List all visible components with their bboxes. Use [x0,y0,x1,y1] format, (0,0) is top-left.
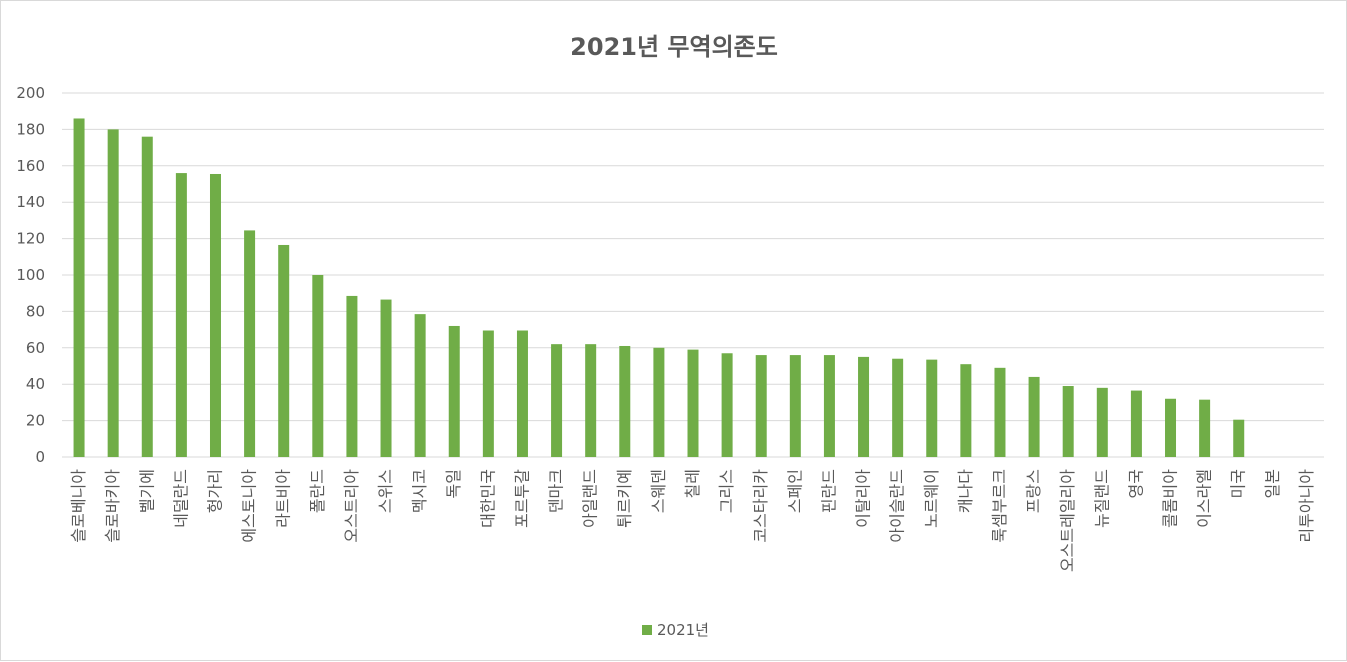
bar [1062,386,1074,457]
bar [721,353,733,457]
y-tick-label: 160 [16,157,45,175]
bar [1233,419,1245,457]
bar [209,173,221,458]
bar [107,129,119,457]
x-category-label: 덴마크 [547,469,566,513]
bar-series [73,118,1245,458]
x-category-label: 에스토니아 [240,469,259,543]
x-category-label: 코스타리카 [751,469,770,543]
bar [789,355,801,457]
bar [141,136,153,457]
x-category-label: 이스라엘 [1195,469,1214,528]
x-category-label: 룩셈부르크 [990,469,1009,543]
x-category-label: 프랑스 [1024,469,1043,513]
y-tick-label: 100 [16,266,45,284]
bar [1199,399,1211,457]
bar [175,173,187,457]
bar [346,295,358,457]
x-category-label: 포르투갈 [512,469,531,528]
y-tick-label: 140 [16,193,45,211]
x-category-label: 아이슬란드 [888,469,907,543]
x-category-label: 스웨덴 [649,469,668,513]
x-category-label: 독일 [444,469,463,498]
x-category-label: 벨기에 [137,469,156,513]
bar [926,359,938,457]
legend: 2021년 [642,621,709,639]
x-category-label: 멕시코 [410,469,429,513]
legend-swatch [642,625,652,635]
bar [244,230,256,457]
bar [823,355,835,457]
x-category-label: 오스트리아 [342,469,361,543]
y-tick-label: 20 [26,412,45,430]
legend-label: 2021년 [657,621,709,639]
y-tick-label: 60 [26,339,45,357]
bar [585,344,597,457]
bar [994,367,1006,457]
y-tick-label: 120 [16,230,45,248]
bar [551,344,563,457]
x-category-label: 뉴질랜드 [1092,469,1111,528]
bar [619,345,631,457]
x-category-label: 미국 [1229,469,1248,498]
y-axis-tick-labels: 0 20 40 60 80 100 120 140 160 180 200 [16,84,45,466]
y-tick-label: 200 [16,84,45,102]
gridlines [62,92,1324,458]
x-category-label: 그리스 [717,469,736,513]
x-category-label: 스페인 [785,469,804,513]
x-category-label: 콜롬비아 [1161,469,1180,528]
x-category-label: 스위스 [376,469,395,513]
bar [380,299,392,457]
x-category-label: 슬로베니아 [69,469,88,543]
y-tick-label: 0 [35,448,45,466]
bar [448,325,460,457]
chart-title: 2021년 무역의존도 [570,33,778,61]
x-category-label: 네덜란드 [171,469,190,528]
bar [858,356,870,457]
x-category-label: 오스트레일리아 [1058,469,1077,572]
x-category-label: 폴란드 [308,469,327,513]
x-category-label: 캐나다 [956,469,975,513]
x-category-label: 칠레 [683,469,702,498]
bar [73,118,85,457]
bar [482,330,494,457]
y-tick-label: 180 [16,120,45,138]
x-category-label: 대한민국 [478,469,497,528]
bar [516,330,528,457]
bar [687,349,699,457]
bar [1028,376,1040,457]
x-category-label: 일본 [1263,469,1282,498]
bar [960,364,972,457]
y-tick-label: 40 [26,375,45,393]
x-category-label: 이탈리아 [854,469,873,528]
x-category-label: 리투아니아 [1297,469,1316,543]
x-category-label: 영국 [1126,469,1145,498]
x-category-label: 튀르키예 [615,469,634,528]
bar [653,347,665,457]
bar [414,314,426,457]
x-category-label: 슬로바키아 [103,469,122,543]
bar [312,275,324,457]
x-category-label: 헝가리 [205,469,224,513]
x-category-label: 아일랜드 [581,469,600,528]
x-category-label: 노르웨이 [922,469,941,528]
bar [892,358,904,457]
x-category-label: 라트비아 [274,469,293,528]
bar [1130,390,1142,457]
bar [755,355,767,457]
bar [1165,398,1177,457]
y-tick-label: 80 [26,302,45,320]
bar [1096,387,1108,457]
x-category-label: 핀란드 [819,469,838,513]
bar [278,244,290,457]
x-axis-category-labels: 슬로베니아 슬로바키아 벨기에 네덜란드 헝가리 에스토니아 라트비아 폴란드 오스트리아 스위스… [69,469,1316,572]
